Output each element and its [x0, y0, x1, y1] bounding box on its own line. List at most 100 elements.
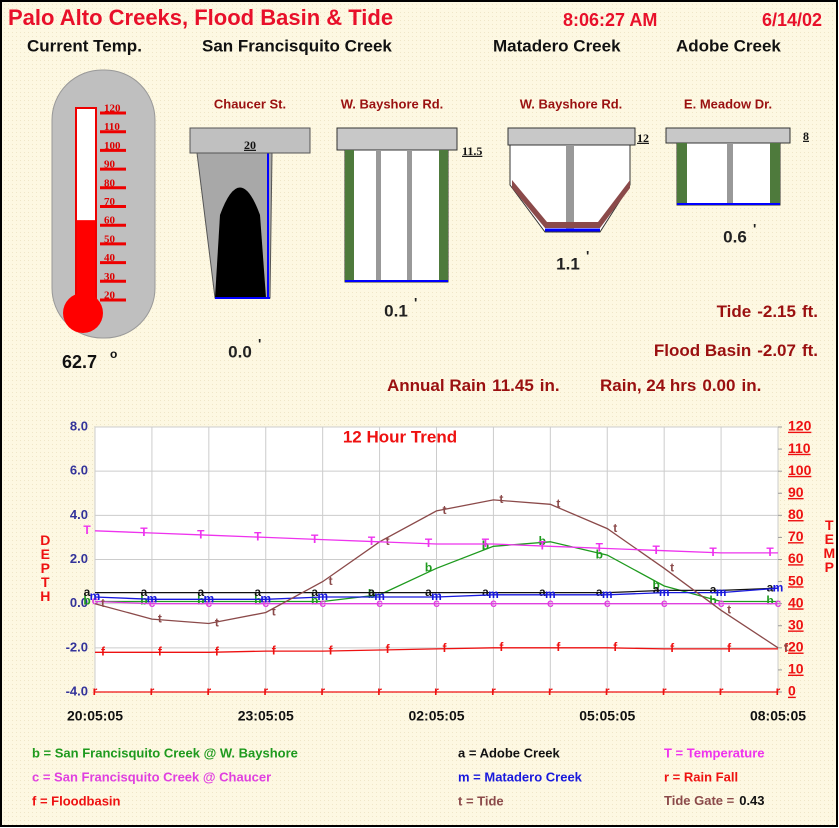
point-marker: T — [140, 525, 148, 539]
thermo-tick-label: 30 — [104, 271, 116, 283]
thermo-tick-label: 50 — [104, 233, 116, 245]
point-marker: m — [773, 580, 784, 594]
depth-mark: ' — [414, 295, 417, 311]
site-name: W. Bayshore Rd. — [520, 96, 623, 111]
site-name: Chaucer St. — [214, 96, 286, 111]
point-marker: t — [499, 492, 503, 506]
reading-label: Flood Basin — [654, 341, 751, 360]
x-tick-label: 20:05:05 — [67, 708, 123, 724]
y2-tick-label: 120 — [788, 418, 812, 434]
thermo-tick-label: 40 — [104, 252, 116, 264]
y2-tick-label: 10 — [788, 661, 804, 677]
point-marker: r — [434, 684, 439, 698]
temp-label: Current Temp. — [27, 36, 142, 55]
point-marker: m — [659, 585, 670, 599]
bridge-adobe — [666, 128, 790, 205]
point-marker: m — [260, 591, 271, 605]
site-name: E. Meadow Dr. — [684, 96, 772, 111]
y-tick-label: 8.0 — [70, 418, 88, 433]
reading-value: -2.07 — [757, 341, 796, 360]
point-marker: r — [320, 684, 325, 698]
x-tick-label: 08:05:05 — [750, 708, 806, 724]
mercury — [77, 220, 95, 308]
point-marker: m — [317, 589, 328, 603]
point-marker: r — [491, 684, 496, 698]
point-marker: T — [596, 541, 604, 555]
point-marker: r — [776, 684, 781, 698]
point-marker: T — [652, 543, 660, 557]
bridge-clearance: 12 — [637, 131, 649, 145]
point-marker: t — [443, 503, 447, 517]
tide-gate-value: 0.43 — [739, 793, 764, 808]
legend-entry: t = Tide — [458, 793, 504, 808]
x-tick-label: 05:05:05 — [579, 708, 635, 724]
point-marker: t — [329, 574, 333, 588]
title: Palo Alto Creeks, Flood Basin & Tide — [8, 5, 393, 30]
page: {"header": {"title": "Palo Alto Creeks, … — [0, 0, 839, 828]
point-marker: m — [431, 589, 442, 603]
reading-unit: in. — [540, 376, 560, 395]
point-marker: r — [605, 684, 610, 698]
point-marker: t — [613, 521, 617, 535]
point-marker: m — [203, 591, 214, 605]
point-marker: t — [556, 496, 560, 510]
point-marker: t — [272, 605, 276, 619]
y2-tick-label: 70 — [788, 528, 804, 544]
point-marker: b — [766, 594, 773, 608]
legend-entry: m = Matadero Creek — [458, 769, 583, 784]
legend-entry: a = Adobe Creek — [458, 745, 561, 760]
reading-value: 11.45 — [492, 376, 534, 395]
point-marker: T — [709, 545, 717, 559]
depth-value: 0.6 — [723, 227, 747, 246]
thermo-tick-label: 90 — [104, 159, 116, 171]
point-marker: T — [368, 534, 376, 548]
depth-mark: ' — [258, 336, 261, 352]
point-marker: t — [670, 561, 674, 575]
date: 6/14/02 — [762, 10, 822, 30]
point-marker: T — [425, 536, 433, 550]
point-marker: t — [101, 596, 105, 610]
y2-tick-label: 80 — [788, 506, 804, 522]
reading: Tide -2.15 ft. — [717, 302, 818, 321]
creek-name: Adobe Creek — [676, 36, 781, 55]
y2-tick-label: 40 — [788, 594, 804, 610]
x-tick-label: 23:05:05 — [238, 708, 294, 724]
reading-unit: in. — [741, 376, 761, 395]
y-tick-label: 4.0 — [70, 507, 88, 522]
chart-title: 12 Hour Trend — [343, 427, 457, 446]
depth-value: 1.1 — [556, 254, 580, 273]
point-marker: m — [488, 587, 499, 601]
bridge-clearance: 11.5 — [462, 144, 482, 158]
x-tick-label: 02:05:05 — [408, 708, 464, 724]
y-axis-title: DEPTH — [37, 532, 53, 602]
bridge-clearance: 8 — [803, 129, 809, 143]
point-marker: T — [482, 536, 490, 550]
thermo-tick-label: 70 — [104, 196, 116, 208]
point-marker: t — [386, 534, 390, 548]
reading-unit: ft. — [802, 302, 818, 321]
point-marker: r — [93, 684, 98, 698]
point-marker: b — [425, 561, 432, 575]
reading-label: Tide — [717, 302, 752, 321]
point-marker: r — [377, 684, 382, 698]
point-marker: t — [784, 640, 788, 654]
thermo-tick-label: 100 — [104, 140, 121, 152]
dashboard: Palo Alto Creeks, Flood Basin & Tide 8:0… — [0, 0, 839, 828]
point-marker: T — [311, 532, 319, 546]
creek-name: Matadero Creek — [493, 36, 621, 55]
point-marker: T — [254, 530, 262, 544]
y2-axis-title: TEMP — [821, 517, 837, 573]
y-tick-label: 6.0 — [70, 463, 88, 478]
point-marker: T — [83, 523, 91, 537]
reading-value: -2.15 — [757, 302, 796, 321]
point-marker: m — [374, 589, 385, 603]
point-marker: r — [263, 684, 268, 698]
depth-value: 0.0 — [228, 342, 252, 361]
point-marker: m — [545, 587, 556, 601]
temp-value: 62.7 — [62, 352, 97, 372]
point-marker: r — [662, 684, 667, 698]
legend-entry: b = San Francisquito Creek @ W. Bayshore — [32, 745, 298, 760]
point-marker: r — [150, 684, 155, 698]
y2-tick-label: 30 — [788, 616, 804, 632]
